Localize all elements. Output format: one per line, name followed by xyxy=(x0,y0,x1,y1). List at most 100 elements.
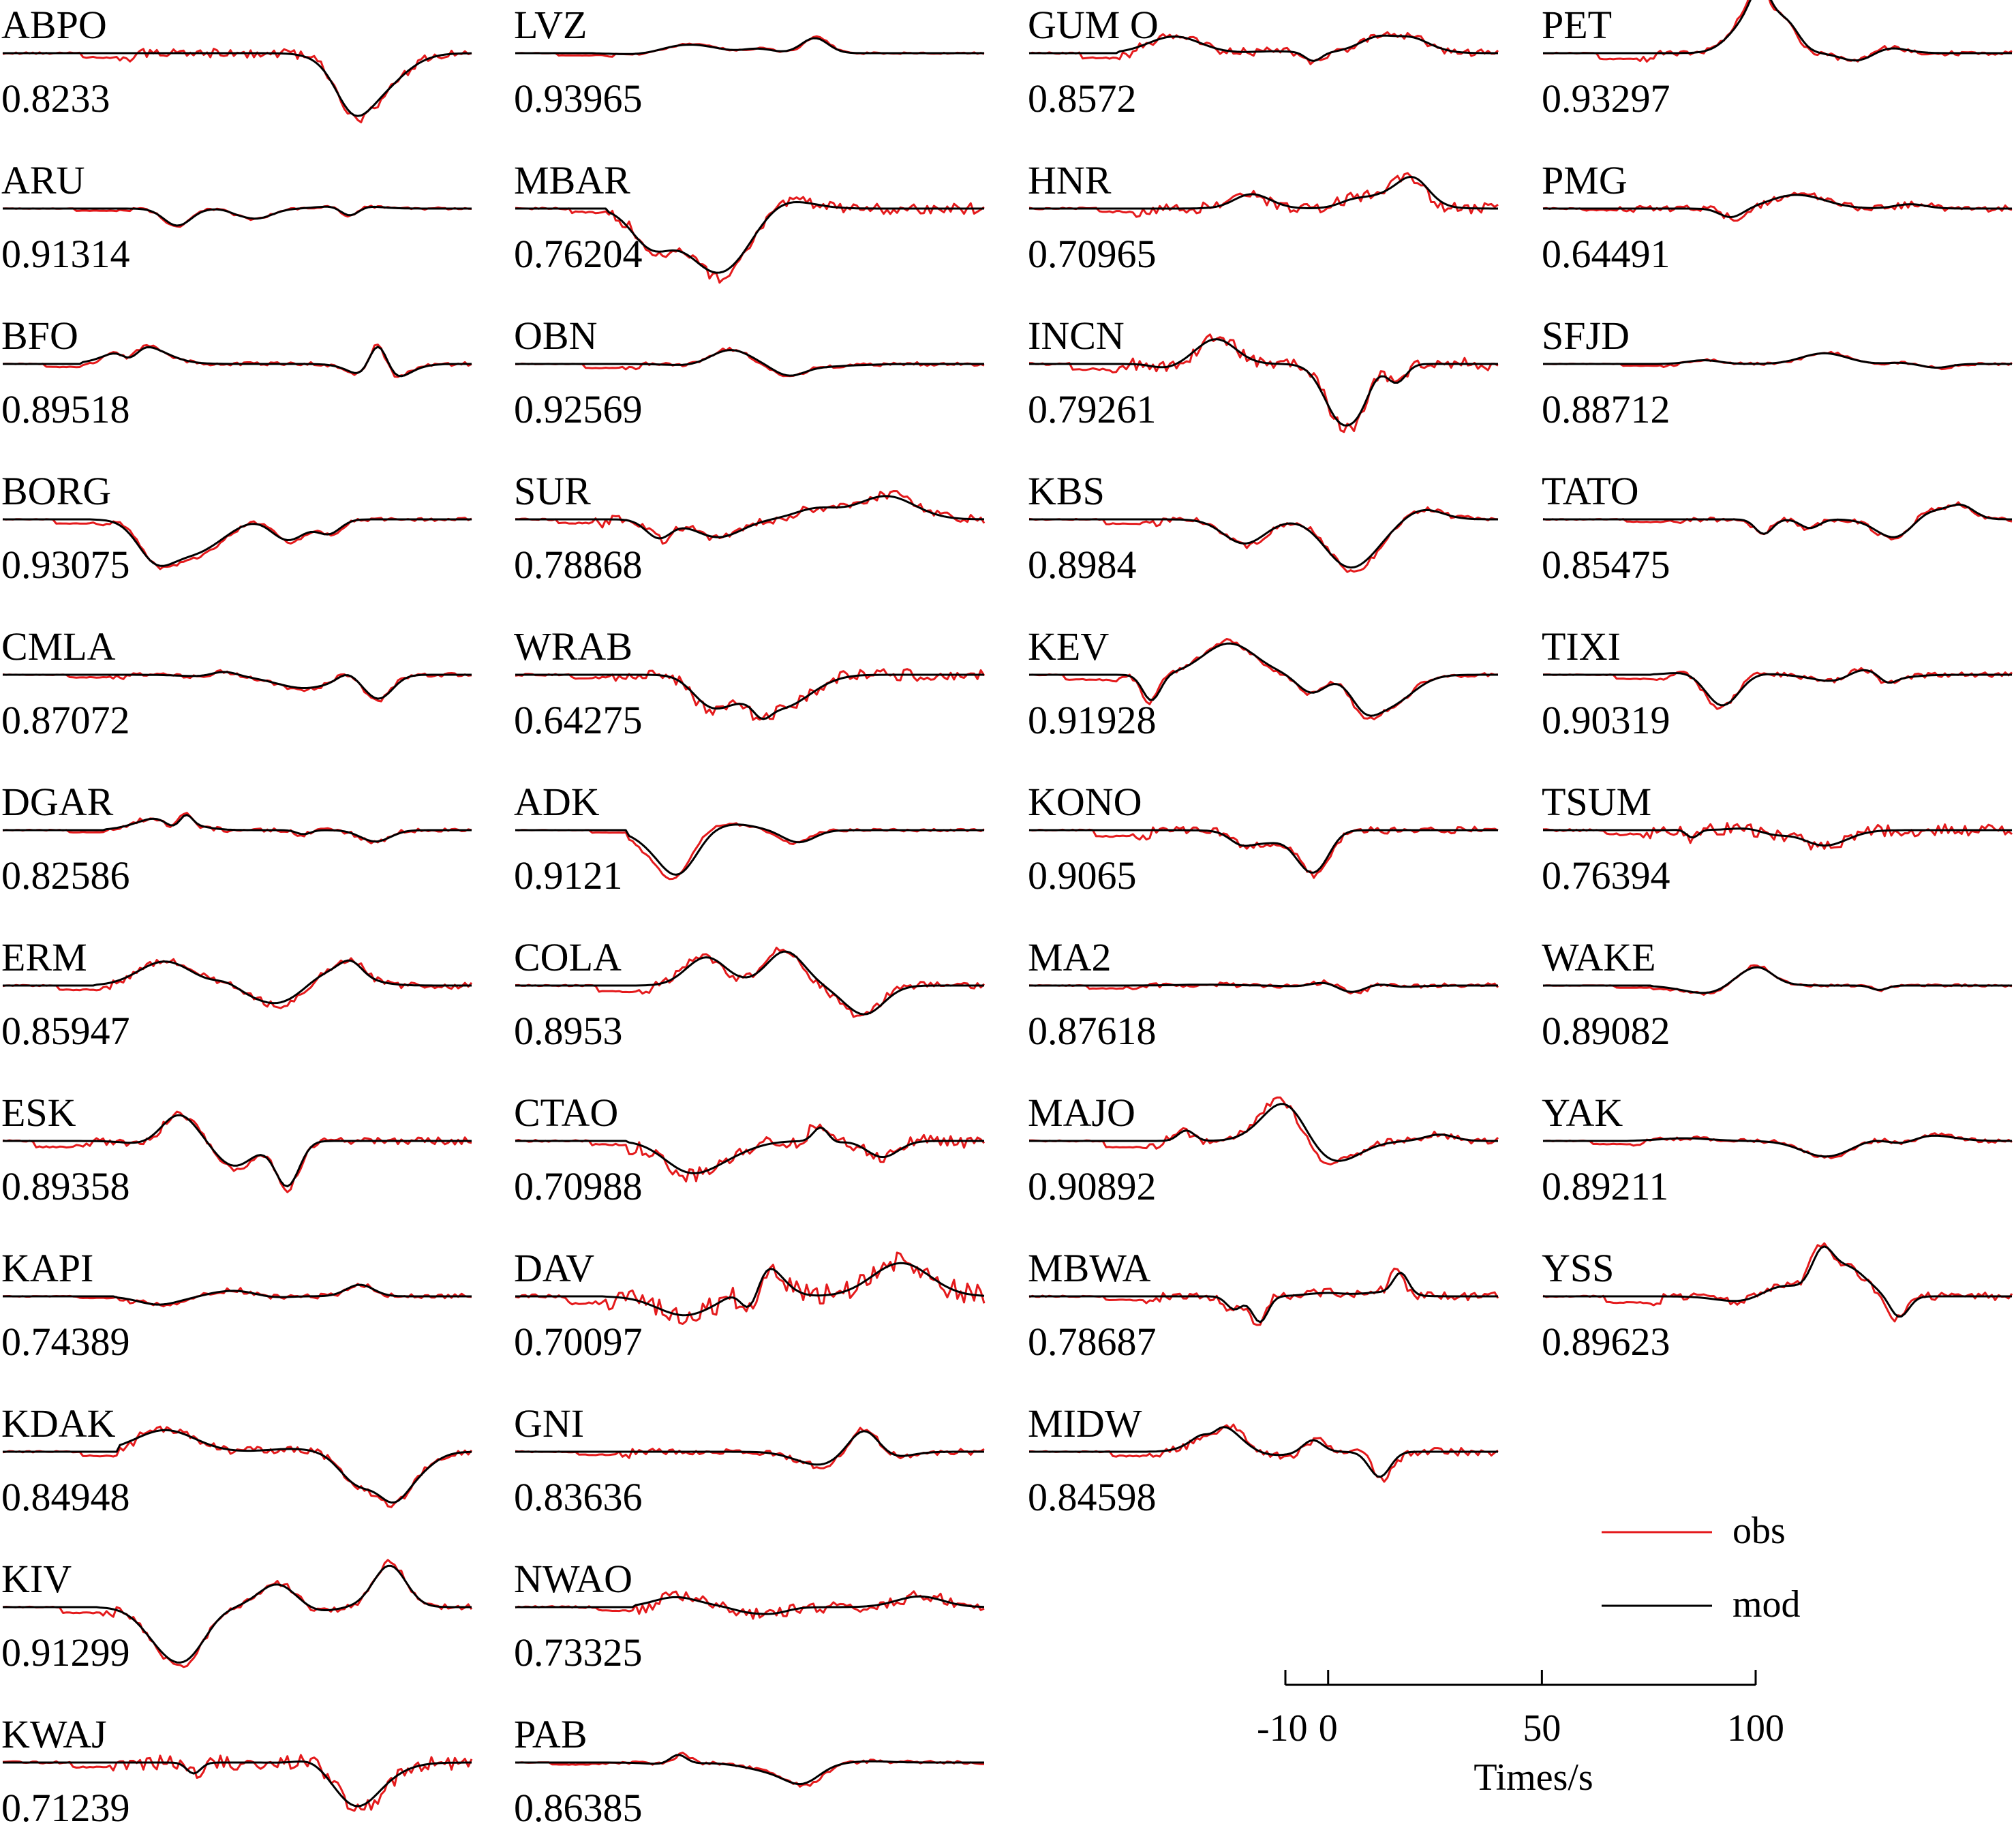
correlation-value-borg: 0.93075 xyxy=(1,543,130,587)
correlation-value-pab: 0.86385 xyxy=(514,1786,643,1830)
station-name-wrab: WRAB xyxy=(514,624,632,669)
station-trace-incn xyxy=(1028,333,1499,433)
station-trace-midw xyxy=(1029,1423,1499,1483)
station-name-adk: ADK xyxy=(514,780,600,824)
mod-line-ctao xyxy=(515,1126,984,1174)
correlation-value-kwaj: 0.71239 xyxy=(1,1786,130,1830)
station-trace-esk xyxy=(2,1110,472,1193)
station-name-kwaj: KWAJ xyxy=(1,1712,107,1756)
obs-line-dav xyxy=(515,1251,986,1325)
mod-line-nwao xyxy=(515,1595,985,1615)
correlation-value-tato: 0.85475 xyxy=(1542,543,1670,587)
station-name-hnr: HNR xyxy=(1028,158,1112,202)
station-trace-borg xyxy=(2,517,472,570)
station-name-esk: ESK xyxy=(1,1091,76,1135)
station-name-cmla: CMLA xyxy=(1,624,116,669)
station-name-kono: KONO xyxy=(1028,780,1142,824)
station-trace-ctao xyxy=(515,1123,986,1183)
mod-line-tsum xyxy=(1543,827,2012,847)
station-trace-kev xyxy=(1028,638,1499,720)
correlation-value-adk: 0.9121 xyxy=(514,853,623,898)
obs-line-mbar xyxy=(515,196,985,284)
station-trace-sur xyxy=(515,490,986,545)
time-axis-tick-label: 100 xyxy=(1727,1707,1784,1750)
mod-line-tato xyxy=(1543,503,2012,538)
station-trace-aru xyxy=(2,204,472,228)
station-trace-adk xyxy=(515,822,985,881)
mod-line-mbar xyxy=(515,201,984,274)
mod-line-dav xyxy=(515,1262,985,1317)
station-name-abpo: ABPO xyxy=(1,3,107,47)
correlation-value-obn: 0.92569 xyxy=(514,387,643,431)
station-name-pmg: PMG xyxy=(1542,158,1628,202)
correlation-value-yss: 0.89623 xyxy=(1542,1320,1670,1364)
mod-line-pmg xyxy=(1543,194,2012,219)
correlation-value-nwao: 0.73325 xyxy=(514,1630,643,1675)
station-name-dgar: DGAR xyxy=(1,780,114,824)
mod-line-aru xyxy=(3,205,472,227)
station-name-midw: MIDW xyxy=(1028,1401,1142,1446)
station-trace-ma2 xyxy=(1028,979,1499,995)
mod-line-obn xyxy=(515,349,984,377)
station-name-majo: MAJO xyxy=(1028,1091,1135,1135)
station-name-tato: TATO xyxy=(1542,469,1639,513)
station-trace-majo xyxy=(1028,1096,1499,1165)
obs-line-tixi xyxy=(1542,667,2013,710)
correlation-value-midw: 0.84598 xyxy=(1028,1475,1157,1519)
station-name-erm: ERM xyxy=(1,935,87,979)
mod-line-gni xyxy=(515,1430,984,1466)
time-axis-tick-label: -10 xyxy=(1257,1707,1308,1750)
mod-line-adk xyxy=(515,823,984,876)
station-name-obn: OBN xyxy=(514,314,598,358)
station-trace-abpo xyxy=(2,48,472,123)
station-name-mbar: MBAR xyxy=(514,158,630,202)
station-name-borg: BORG xyxy=(1,469,112,513)
mod-line-gum-o xyxy=(1029,34,1498,62)
station-name-kbs: KBS xyxy=(1028,469,1105,513)
obs-line-yss xyxy=(1542,1242,2013,1323)
correlation-value-pmg: 0.64491 xyxy=(1542,232,1670,276)
station-name-aru: ARU xyxy=(1,158,85,202)
station-name-sfjd: SFJD xyxy=(1542,314,1630,358)
correlation-value-dav: 0.70097 xyxy=(514,1320,643,1364)
station-trace-kdak xyxy=(2,1425,473,1508)
mod-line-dgar xyxy=(3,814,472,843)
mod-line-midw xyxy=(1029,1426,1498,1478)
correlation-value-gni: 0.83636 xyxy=(514,1475,643,1519)
obs-line-kev xyxy=(1028,638,1499,720)
station-trace-kono xyxy=(1028,825,1499,879)
correlation-value-kbs: 0.8984 xyxy=(1028,543,1137,587)
correlation-value-tixi: 0.90319 xyxy=(1542,698,1670,742)
obs-line-tsum xyxy=(1542,822,2013,851)
station-trace-nwao xyxy=(515,1590,985,1620)
mod-line-mbwa xyxy=(1029,1271,1498,1324)
station-name-kapi: KAPI xyxy=(1,1246,94,1290)
station-name-ctao: CTAO xyxy=(514,1091,619,1135)
mod-line-ma2 xyxy=(1029,981,1498,993)
station-trace-mbwa xyxy=(1028,1267,1499,1326)
correlation-value-kiv: 0.91299 xyxy=(1,1630,130,1675)
correlation-value-aru: 0.91314 xyxy=(1,232,130,276)
station-trace-tixi xyxy=(1542,667,2013,710)
station-trace-kapi xyxy=(2,1283,472,1308)
station-name-nwao: NWAO xyxy=(514,1557,632,1601)
station-trace-tato xyxy=(1542,501,2013,540)
obs-line-majo xyxy=(1028,1096,1499,1165)
correlation-value-ma2: 0.87618 xyxy=(1028,1009,1157,1053)
correlation-value-tsum: 0.76394 xyxy=(1542,853,1670,898)
station-trace-erm xyxy=(2,957,473,1009)
station-trace-yss xyxy=(1542,1242,2013,1323)
station-trace-pab xyxy=(515,1752,985,1788)
station-name-dav: DAV xyxy=(514,1246,595,1290)
mod-line-kwaj xyxy=(3,1760,472,1808)
correlation-value-wrab: 0.64275 xyxy=(514,698,643,742)
mod-line-sfjd xyxy=(1543,352,2012,369)
station-trace-kbs xyxy=(1028,506,1499,573)
correlation-value-bfo: 0.89518 xyxy=(1,387,130,431)
legend-label-obs: obs xyxy=(1732,1510,1786,1552)
correlation-value-kev: 0.91928 xyxy=(1028,698,1157,742)
correlation-value-hnr: 0.70965 xyxy=(1028,232,1157,276)
obs-line-kwaj xyxy=(2,1754,473,1812)
time-axis-title: Times/s xyxy=(1473,1756,1593,1799)
